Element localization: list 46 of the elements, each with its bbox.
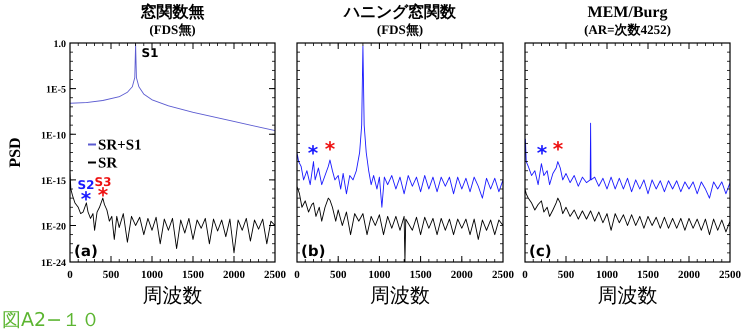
annotation: *: [552, 137, 564, 161]
chart-title: ハニング窓関数: [343, 2, 457, 21]
x-tick-label: 0: [294, 269, 300, 281]
annotation: (c): [529, 242, 552, 260]
y-axis-title: PSD: [7, 137, 24, 168]
chart-title: 窓関数無: [140, 2, 204, 21]
x-tick-label: 2500: [492, 269, 514, 281]
x-tick-label: 1500: [637, 269, 660, 281]
y-tick-label: 1.0: [54, 39, 66, 50]
y-tick-label: 1E-20: [41, 222, 66, 232]
y-tick-label: 1E-5: [46, 84, 66, 96]
x-tick-label: 1500: [410, 269, 432, 281]
annotation: (b): [301, 242, 326, 260]
x-tick-label: 1000: [596, 269, 618, 281]
x-tick-label: 500: [330, 269, 347, 281]
x-tick-label: 0: [522, 269, 528, 281]
annotation: (a): [74, 242, 98, 260]
annotation: *: [308, 141, 319, 165]
x-axis-title: 周波数: [598, 285, 658, 307]
x-tick-label: 500: [102, 269, 120, 281]
x-tick-label: 2000: [678, 269, 700, 281]
x-tick-label: 2000: [450, 269, 474, 281]
x-tick-label: 1000: [368, 269, 391, 281]
chart-subtitle: (AR=次数4252): [584, 22, 671, 37]
legend-label: SR: [98, 156, 118, 172]
annotation: *: [536, 141, 548, 165]
annotation: *: [324, 137, 336, 161]
y-tick-label: 1E-15: [41, 176, 66, 187]
x-tick-label: 2500: [264, 269, 286, 281]
chart-subtitle: (FDS無): [149, 22, 196, 37]
x-tick-label: 0: [67, 269, 74, 281]
annotation: S2: [78, 178, 94, 192]
x-tick-label: 1000: [141, 269, 164, 281]
chart-subtitle: (FDS無): [376, 22, 424, 37]
caption: 図A2−１０: [2, 309, 100, 331]
x-tick-label: 500: [558, 269, 575, 281]
x-axis-title: 周波数: [142, 285, 202, 307]
x-axis-title: 周波数: [370, 285, 430, 307]
legend-label: SR+S1: [98, 138, 142, 154]
chart-title: MEM/Burg: [588, 4, 668, 21]
annotation: S1: [142, 46, 158, 60]
x-tick-label: 1500: [182, 269, 204, 281]
x-tick-label: 2500: [719, 269, 742, 281]
y-tick-label: 1E-10: [41, 130, 66, 142]
y-tick-label: 1E-24: [41, 258, 66, 269]
x-tick-label: 2000: [223, 269, 246, 281]
